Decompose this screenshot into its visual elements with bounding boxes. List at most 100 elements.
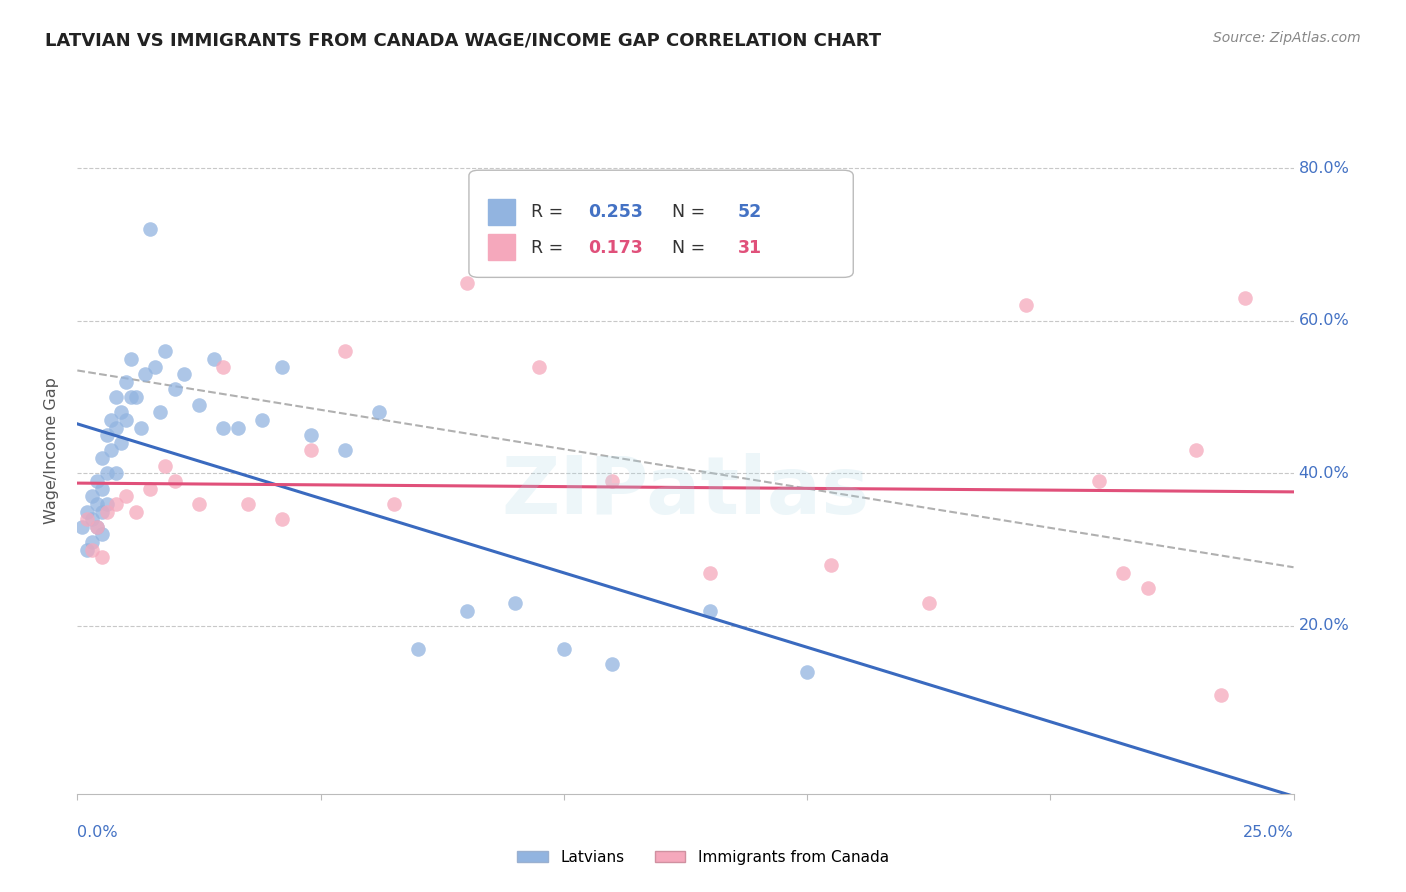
Point (270, 359, 292, 374)
Point (76, 542, 98, 557)
Point (1112, 566, 1135, 580)
Point (139, 482, 162, 496)
Point (125, 504, 148, 518)
Text: 20.0%: 20.0% (1298, 618, 1350, 633)
Point (270, 512, 292, 526)
Point (149, 405, 172, 419)
Point (406, 641, 429, 656)
Point (820, 558, 842, 572)
Text: 0.253: 0.253 (588, 203, 643, 221)
Y-axis label: Wage/Income Gap: Wage/Income Gap (44, 377, 59, 524)
Point (76, 512, 98, 526)
Point (129, 420, 152, 434)
Point (918, 596, 941, 610)
Point (368, 405, 391, 419)
Point (96, 467, 118, 481)
Text: 31: 31 (738, 239, 762, 257)
Text: 40.0%: 40.0% (1298, 466, 1350, 481)
Point (90, 527, 112, 541)
Point (120, 390, 142, 404)
Point (382, 497, 405, 511)
Text: 0.0%: 0.0% (77, 825, 118, 839)
Point (796, 665, 818, 679)
Point (80, 489, 103, 503)
Point (212, 359, 235, 374)
Point (86, 474, 108, 488)
Text: N =: N = (661, 239, 711, 257)
Point (173, 367, 195, 381)
Text: R =: R = (531, 203, 568, 221)
Point (90, 451, 112, 466)
Point (226, 420, 249, 434)
Point (110, 405, 132, 419)
Point (163, 383, 186, 397)
Point (96, 428, 118, 442)
Point (143, 359, 166, 374)
Point (602, 474, 624, 488)
Text: N =: N = (661, 203, 711, 221)
Point (1088, 474, 1111, 488)
FancyBboxPatch shape (470, 170, 853, 277)
Text: 60.0%: 60.0% (1298, 313, 1350, 328)
Point (125, 390, 148, 404)
Point (163, 474, 186, 488)
Point (86, 497, 108, 511)
Bar (488, 199, 515, 225)
Point (236, 497, 259, 511)
Point (202, 351, 225, 366)
Point (188, 497, 211, 511)
Point (299, 428, 322, 442)
Point (80, 512, 103, 526)
Point (456, 604, 478, 618)
Point (529, 359, 551, 374)
Legend: Latvians, Immigrants from Canada: Latvians, Immigrants from Canada (512, 844, 894, 871)
Point (212, 420, 235, 434)
Point (1136, 581, 1159, 595)
Point (110, 435, 132, 450)
Point (115, 489, 138, 503)
Point (105, 420, 128, 434)
Point (188, 398, 211, 412)
Bar (488, 234, 515, 260)
Point (139, 222, 162, 236)
Point (1233, 291, 1256, 305)
Text: 25.0%: 25.0% (1243, 825, 1294, 839)
Point (153, 344, 176, 359)
Point (333, 443, 356, 458)
Point (96, 504, 118, 518)
Point (90, 550, 112, 565)
Text: 52: 52 (738, 203, 762, 221)
Point (96, 497, 118, 511)
Text: LATVIAN VS IMMIGRANTS FROM CANADA WAGE/INCOME GAP CORRELATION CHART: LATVIAN VS IMMIGRANTS FROM CANADA WAGE/I… (45, 31, 882, 49)
Point (86, 520, 108, 534)
Point (115, 375, 138, 389)
Point (115, 413, 138, 427)
Point (105, 467, 128, 481)
Point (134, 367, 156, 381)
Point (90, 504, 112, 518)
Text: Source: ZipAtlas.com: Source: ZipAtlas.com (1213, 31, 1361, 45)
Text: ZIPatlas: ZIPatlas (502, 452, 869, 531)
Point (120, 351, 142, 366)
Point (1185, 443, 1208, 458)
Point (250, 413, 273, 427)
Point (699, 604, 721, 618)
Point (80, 535, 103, 549)
Point (76, 504, 98, 518)
Point (553, 641, 575, 656)
Point (699, 566, 721, 580)
Point (86, 520, 108, 534)
Text: 0.173: 0.173 (588, 239, 643, 257)
Point (105, 497, 128, 511)
Point (70, 520, 93, 534)
Point (333, 344, 356, 359)
Point (105, 390, 128, 404)
Point (100, 413, 122, 427)
Point (153, 458, 176, 473)
Point (456, 276, 478, 290)
Point (90, 482, 112, 496)
Point (80, 542, 103, 557)
Point (1209, 688, 1232, 702)
Point (100, 443, 122, 458)
Text: R =: R = (531, 239, 568, 257)
